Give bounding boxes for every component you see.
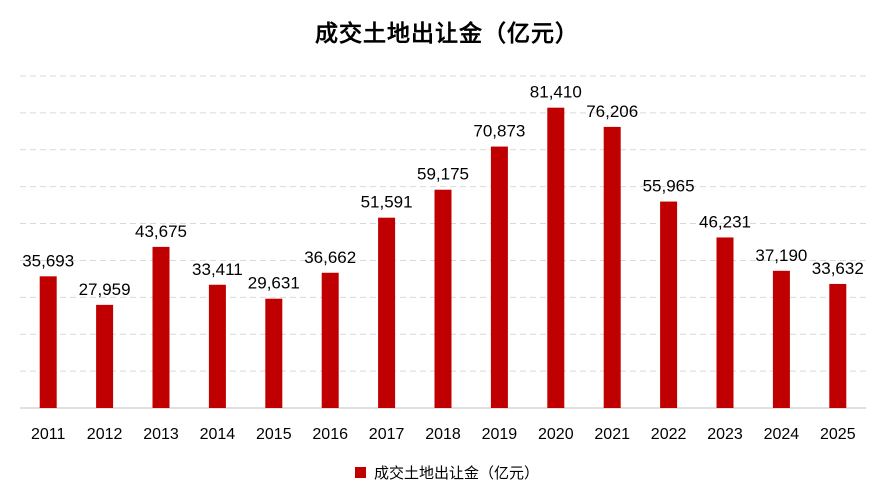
data-label-2020: 81,410 — [530, 83, 582, 102]
bar-2014 — [208, 284, 226, 408]
x-tick-label-2023: 2023 — [707, 426, 743, 443]
legend: 成交土地出让金（亿元） — [0, 462, 894, 483]
x-tick-label-2020: 2020 — [538, 426, 574, 443]
bar-2022 — [660, 201, 678, 408]
data-label-2024: 37,190 — [755, 246, 807, 265]
bar-2019 — [490, 146, 508, 408]
bar-2018 — [434, 189, 452, 408]
x-tick-label-2016: 2016 — [312, 426, 348, 443]
bar-2021 — [603, 126, 621, 409]
bar-2023 — [716, 237, 734, 408]
data-label-2019: 70,873 — [473, 122, 525, 141]
data-label-2022: 55,965 — [643, 177, 695, 196]
x-tick-label-2022: 2022 — [651, 426, 687, 443]
bar-2012 — [96, 304, 114, 408]
x-tick-label-2013: 2013 — [143, 426, 179, 443]
data-label-2011: 35,693 — [22, 251, 74, 270]
data-label-2014: 33,411 — [192, 260, 243, 279]
x-tick-label-2021: 2021 — [594, 426, 630, 443]
bar-2025 — [829, 283, 847, 408]
x-tick-label-2014: 2014 — [200, 426, 236, 443]
data-label-2013: 43,675 — [135, 222, 187, 241]
data-label-2018: 59,175 — [417, 165, 469, 184]
data-label-2017: 51,591 — [361, 193, 413, 212]
x-tick-label-2018: 2018 — [425, 426, 461, 443]
x-tick-label-2017: 2017 — [369, 426, 405, 443]
data-label-2025: 33,632 — [812, 259, 864, 278]
data-label-2023: 46,231 — [699, 212, 751, 231]
bar-2015 — [265, 298, 283, 408]
x-tick-label-2019: 2019 — [482, 426, 518, 443]
chart-title: 成交土地出让金（亿元） — [315, 20, 579, 47]
bar-2024 — [772, 270, 790, 408]
x-tick-label-2012: 2012 — [87, 426, 123, 443]
x-tick-label-2011: 2011 — [31, 426, 66, 443]
x-tick-label-2024: 2024 — [764, 426, 800, 443]
bar-2013 — [152, 246, 170, 408]
data-label-2016: 36,662 — [304, 248, 356, 267]
bar-2020 — [547, 107, 565, 408]
legend-label: 成交土地出让金（亿元） — [373, 464, 539, 482]
data-label-2012: 27,959 — [79, 280, 131, 299]
data-label-2015: 29,631 — [248, 274, 300, 293]
legend-swatch — [354, 467, 366, 478]
data-label-2021: 76,206 — [586, 102, 638, 121]
bar-2016 — [321, 272, 339, 408]
x-tick-label-2015: 2015 — [256, 426, 292, 443]
bar-2017 — [378, 217, 396, 408]
x-tick-label-2025: 2025 — [820, 426, 856, 443]
bar-2011 — [39, 276, 57, 408]
